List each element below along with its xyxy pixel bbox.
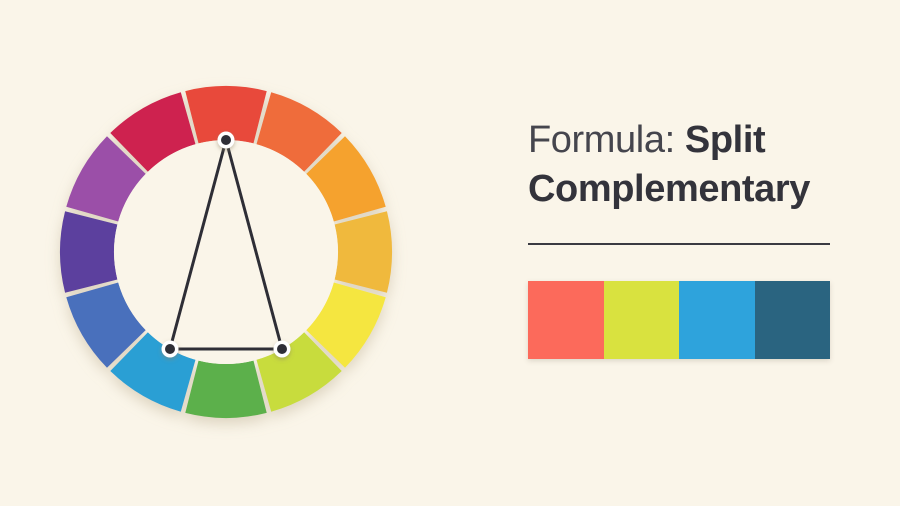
scheme-markers[interactable] (161, 131, 291, 358)
wheel-segment-yellow-orange[interactable] (334, 211, 392, 293)
palette-swatch-lime[interactable] (603, 281, 679, 360)
scheme-line (224, 138, 284, 351)
divider (528, 243, 830, 246)
title-formula-name: Split Complementary (528, 119, 810, 210)
wheel-segment-red-violet[interactable] (110, 92, 196, 172)
palette-swatches (528, 281, 830, 360)
palette-swatch-coral[interactable] (528, 281, 604, 360)
wheel-segment-red-orange[interactable] (256, 92, 342, 172)
scheme-triangle (168, 138, 284, 351)
wheel-segment-blue-violet[interactable] (60, 211, 118, 293)
wheel-inner-circle (114, 140, 338, 364)
info-panel: Formula: Split Complementary (528, 116, 858, 360)
title-prefix: Formula: (528, 119, 675, 161)
palette-swatch-sky-blue[interactable] (679, 281, 755, 360)
wheel-segment-green[interactable] (185, 360, 267, 418)
wheel-segment-blue[interactable] (66, 282, 146, 368)
wheel-segment-orange[interactable] (306, 136, 386, 222)
palette-swatch-deep-teal[interactable] (754, 281, 830, 360)
scheme-marker-yellow-green[interactable] (277, 343, 287, 354)
wheel-segment-red[interactable] (185, 86, 267, 144)
color-wheel[interactable] (56, 32, 396, 472)
scheme-marker-red[interactable] (221, 135, 231, 145)
wheel-segment-yellow[interactable] (306, 282, 386, 368)
scheme-line (168, 138, 228, 351)
wheel-segment-violet[interactable] (66, 136, 146, 222)
page-title: Formula: Split Complementary (528, 116, 858, 213)
scheme-marker-blue-green[interactable] (165, 343, 175, 354)
color-wheel-graphic[interactable] (56, 32, 396, 472)
